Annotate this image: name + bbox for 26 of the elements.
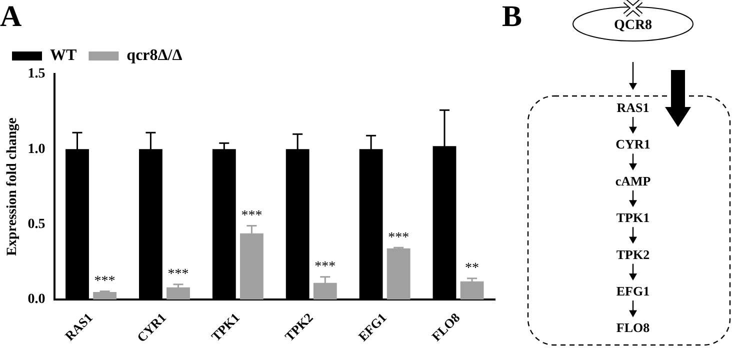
text: EFG1 xyxy=(616,284,650,298)
legend-label: WT xyxy=(50,47,77,64)
text: B xyxy=(502,0,522,33)
annotation: *** xyxy=(388,230,410,246)
y-axis-title: Expression fold change xyxy=(5,118,20,256)
annotation: ** xyxy=(465,261,480,276)
text: cAMP xyxy=(615,173,651,188)
bar xyxy=(93,292,117,300)
text: TPK2 xyxy=(616,246,650,262)
y-tick-label: 1.5 xyxy=(28,66,46,82)
bar xyxy=(166,287,190,300)
text: RAS1 xyxy=(616,100,650,115)
legend-label: qcr8Δ/Δ xyxy=(126,47,182,64)
y-tick-label: 1.0 xyxy=(28,142,46,157)
text: CYR1 xyxy=(616,136,650,152)
bar xyxy=(460,281,484,300)
text: TPK1 xyxy=(616,210,650,226)
annotation: *** xyxy=(94,274,116,289)
y-tick-label: 0.0 xyxy=(28,292,46,308)
text: QCR8 xyxy=(614,18,652,33)
annotation: *** xyxy=(168,267,189,282)
chart-title: A xyxy=(0,0,22,33)
annotation: *** xyxy=(241,208,262,224)
y-tick-label: 0.5 xyxy=(28,216,46,232)
annotation: *** xyxy=(314,260,336,275)
bar xyxy=(386,248,410,300)
